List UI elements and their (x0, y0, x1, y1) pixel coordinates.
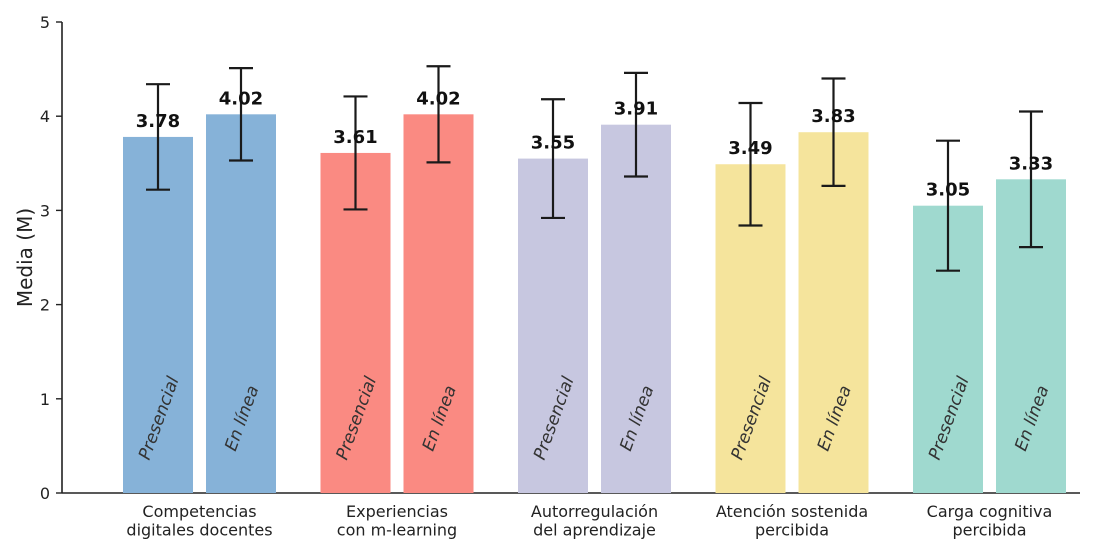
bar (601, 124, 671, 493)
category-label-line: digitales docentes (126, 520, 272, 539)
data-label: 3.33 (1009, 153, 1053, 174)
category-label: Experiencias con m-learning (337, 502, 457, 539)
bar (403, 114, 474, 493)
data-label: 3.05 (926, 180, 970, 201)
data-label: 3.78 (136, 111, 180, 132)
y-tick-label: 4 (40, 107, 50, 126)
category-label: Competencias digitales docentes (126, 502, 272, 539)
data-label: 3.91 (614, 99, 658, 120)
y-tick-label: 2 (40, 296, 50, 315)
y-tick-label: 1 (40, 390, 50, 409)
category-label-line: Experiencias (346, 502, 448, 521)
bar (206, 114, 276, 493)
bar (123, 136, 193, 493)
y-tick-label: 3 (40, 201, 50, 220)
category-label-line: con m-learning (337, 520, 457, 539)
data-label: 3.49 (728, 138, 772, 159)
data-label: 3.83 (811, 106, 855, 127)
category-label: Atención sostenida percibida (716, 502, 868, 539)
category-label-line: Atención sostenida (716, 502, 868, 521)
category-label-line: del aprendizaje (533, 520, 656, 539)
y-tick-label: 5 (40, 13, 50, 32)
data-label: 4.02 (219, 88, 263, 109)
category-label-line: percibida (755, 520, 829, 539)
data-label: 4.02 (416, 88, 460, 109)
data-label: 3.55 (531, 133, 575, 154)
bars (123, 65, 1066, 494)
category-label-line: Carga cognitiva (927, 502, 1053, 521)
category-label: Carga cognitiva percibida (927, 502, 1053, 539)
data-label: 3.61 (333, 127, 377, 148)
category-label: Autorregulación del aprendizaje (531, 502, 658, 539)
category-label-line: Autorregulación (531, 502, 658, 521)
category-label-line: Competencias (142, 502, 256, 521)
y-axis-title: Media (M) (13, 208, 37, 307)
category-label-line: percibida (952, 520, 1026, 539)
y-tick-label: 0 (40, 484, 50, 503)
bar (798, 132, 869, 494)
